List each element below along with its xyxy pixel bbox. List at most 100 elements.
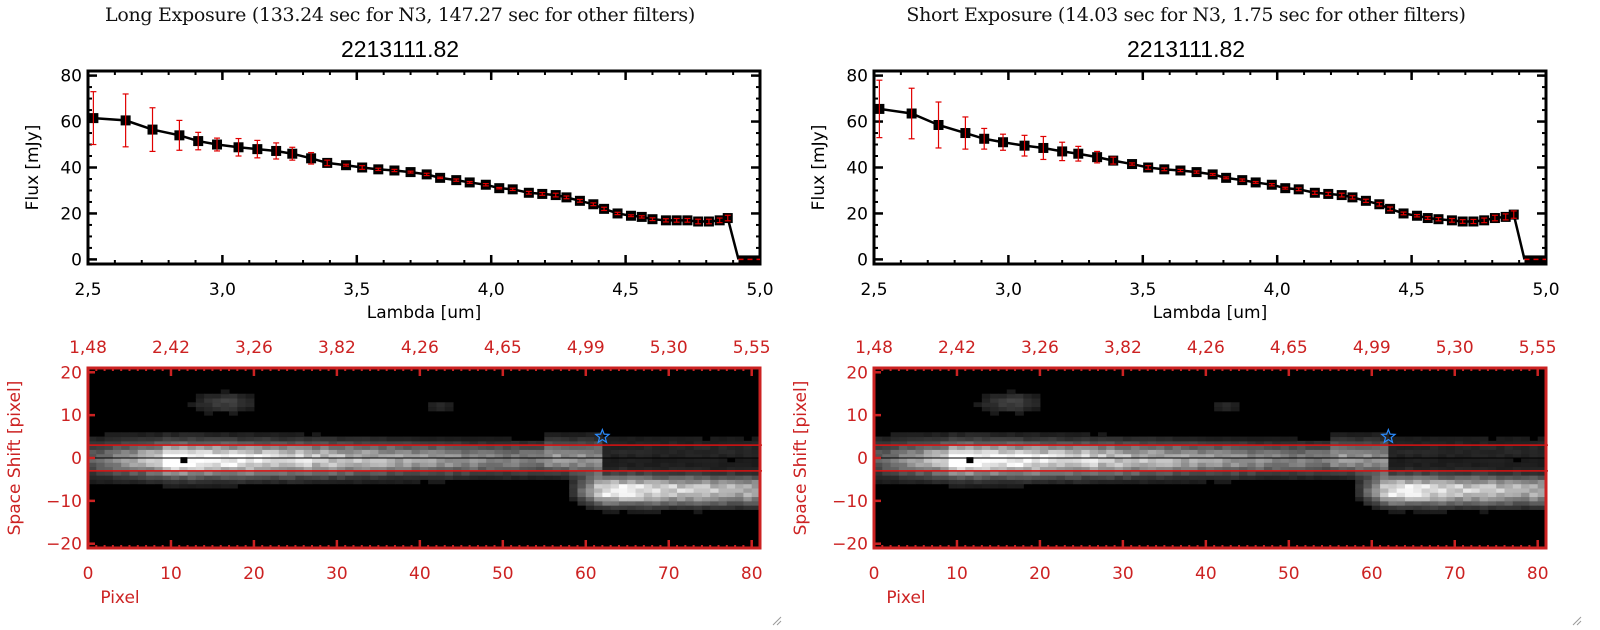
- image-pixel: [1438, 453, 1447, 459]
- image-pixel: [1479, 462, 1489, 468]
- image-pixel: [1338, 440, 1348, 446]
- image-pixel: [751, 445, 761, 450]
- image-pixel: [1479, 453, 1489, 459]
- image-pixel: [502, 440, 512, 446]
- image-pixel: [693, 470, 703, 476]
- image-pixel: [1338, 466, 1348, 472]
- y-tick-label: 60: [60, 113, 82, 133]
- resize-grip-icon[interactable]: [1570, 614, 1582, 626]
- image-pixel: [552, 449, 562, 455]
- x-tick-label: 4,5: [1398, 280, 1425, 300]
- image-pixel: [981, 393, 991, 399]
- image-pixel: [940, 458, 950, 463]
- resize-grip-icon[interactable]: [770, 614, 782, 626]
- image-pixel: [419, 445, 429, 450]
- image-pixel: [1230, 466, 1240, 472]
- image-pixel: [1048, 449, 1058, 455]
- y-tick-label: 10: [60, 406, 82, 426]
- image-pixel: [411, 470, 421, 476]
- image-pixel: [1487, 453, 1497, 459]
- image-pixel: [419, 466, 429, 472]
- image-pixel: [394, 470, 404, 476]
- image-pixel: [1487, 466, 1497, 472]
- image-pixel: [1139, 449, 1149, 455]
- image-pixel: [162, 453, 172, 459]
- image-pixel: [461, 453, 471, 459]
- image-pixel: [1338, 458, 1348, 463]
- image-pixel: [602, 496, 612, 502]
- image-pixel: [403, 458, 413, 463]
- image-pixel: [162, 470, 172, 476]
- image-pixel: [1164, 440, 1174, 446]
- image-pixel: [602, 488, 612, 493]
- image-pixel: [923, 470, 933, 476]
- image-pixel: [1421, 470, 1431, 476]
- image-pixel: [1454, 492, 1464, 498]
- image-pixel: [1297, 470, 1306, 476]
- image-pixel: [677, 488, 686, 493]
- image-pixel: [1114, 436, 1124, 442]
- image-pixel: [1380, 483, 1389, 489]
- image-pixel: [104, 479, 114, 485]
- image-pixel: [361, 458, 371, 463]
- image-pixel: [1239, 449, 1248, 455]
- image-pixel: [403, 466, 413, 472]
- image-pixel: [1247, 475, 1257, 480]
- image-pixel: [1479, 449, 1489, 455]
- image-pixel: [693, 483, 703, 489]
- image-pixel: [469, 440, 479, 446]
- image-pixel: [361, 445, 371, 450]
- image-pixel: [345, 453, 354, 459]
- image-pixel: [652, 449, 661, 455]
- image-pixel: [1404, 479, 1414, 485]
- image-pixel: [652, 436, 661, 442]
- image-pixel: [1322, 466, 1331, 472]
- image-pixel: [948, 436, 958, 442]
- image-pixel: [735, 488, 744, 493]
- image-pixel: [693, 445, 703, 450]
- image-pixel: [237, 440, 247, 446]
- image-pixel: [1438, 470, 1447, 476]
- image-pixel: [96, 445, 106, 450]
- image-pixel: [1380, 479, 1389, 485]
- image-pixel: [204, 453, 213, 459]
- image-pixel: [1089, 440, 1099, 446]
- image-pixel: [1463, 488, 1472, 493]
- image-pixel: [146, 436, 155, 442]
- image-pixel: [179, 483, 189, 489]
- image-pixel: [560, 440, 570, 446]
- image-pixel: [1512, 505, 1522, 510]
- image-pixel: [718, 440, 728, 446]
- image-pixel: [652, 488, 661, 493]
- image-pixel: [278, 475, 288, 480]
- image-pixel: [1114, 475, 1124, 480]
- image-pixel: [328, 479, 338, 485]
- image-pixel: [948, 462, 958, 468]
- image-pixel: [220, 483, 230, 489]
- image-pixel: [668, 445, 678, 450]
- image-pixel: [594, 453, 603, 459]
- image-pixel: [179, 449, 189, 455]
- image-pixel: [643, 509, 653, 515]
- image-pixel: [1230, 449, 1240, 455]
- image-pixel: [1064, 466, 1074, 472]
- image-pixel: [1496, 458, 1506, 463]
- image-pixel: [1363, 449, 1373, 455]
- image-pixel: [1346, 436, 1356, 442]
- image-pixel: [1064, 458, 1074, 463]
- image-pixel: [1023, 402, 1033, 408]
- image-pixel: [923, 466, 933, 472]
- image-pixel: [915, 475, 925, 480]
- image-pixel: [618, 445, 628, 450]
- image-pixel: [502, 445, 512, 450]
- image-pixel: [1089, 466, 1099, 472]
- image-pixel: [1512, 488, 1522, 493]
- image-pixel: [328, 462, 338, 468]
- image-pixel: [1280, 462, 1290, 468]
- image-pixel: [1429, 500, 1439, 506]
- image-pixel: [1388, 453, 1398, 459]
- image-pixels: [88, 389, 761, 515]
- image-pixel: [915, 440, 925, 446]
- image-pixel: [1230, 406, 1240, 412]
- image-pixel: [701, 483, 711, 489]
